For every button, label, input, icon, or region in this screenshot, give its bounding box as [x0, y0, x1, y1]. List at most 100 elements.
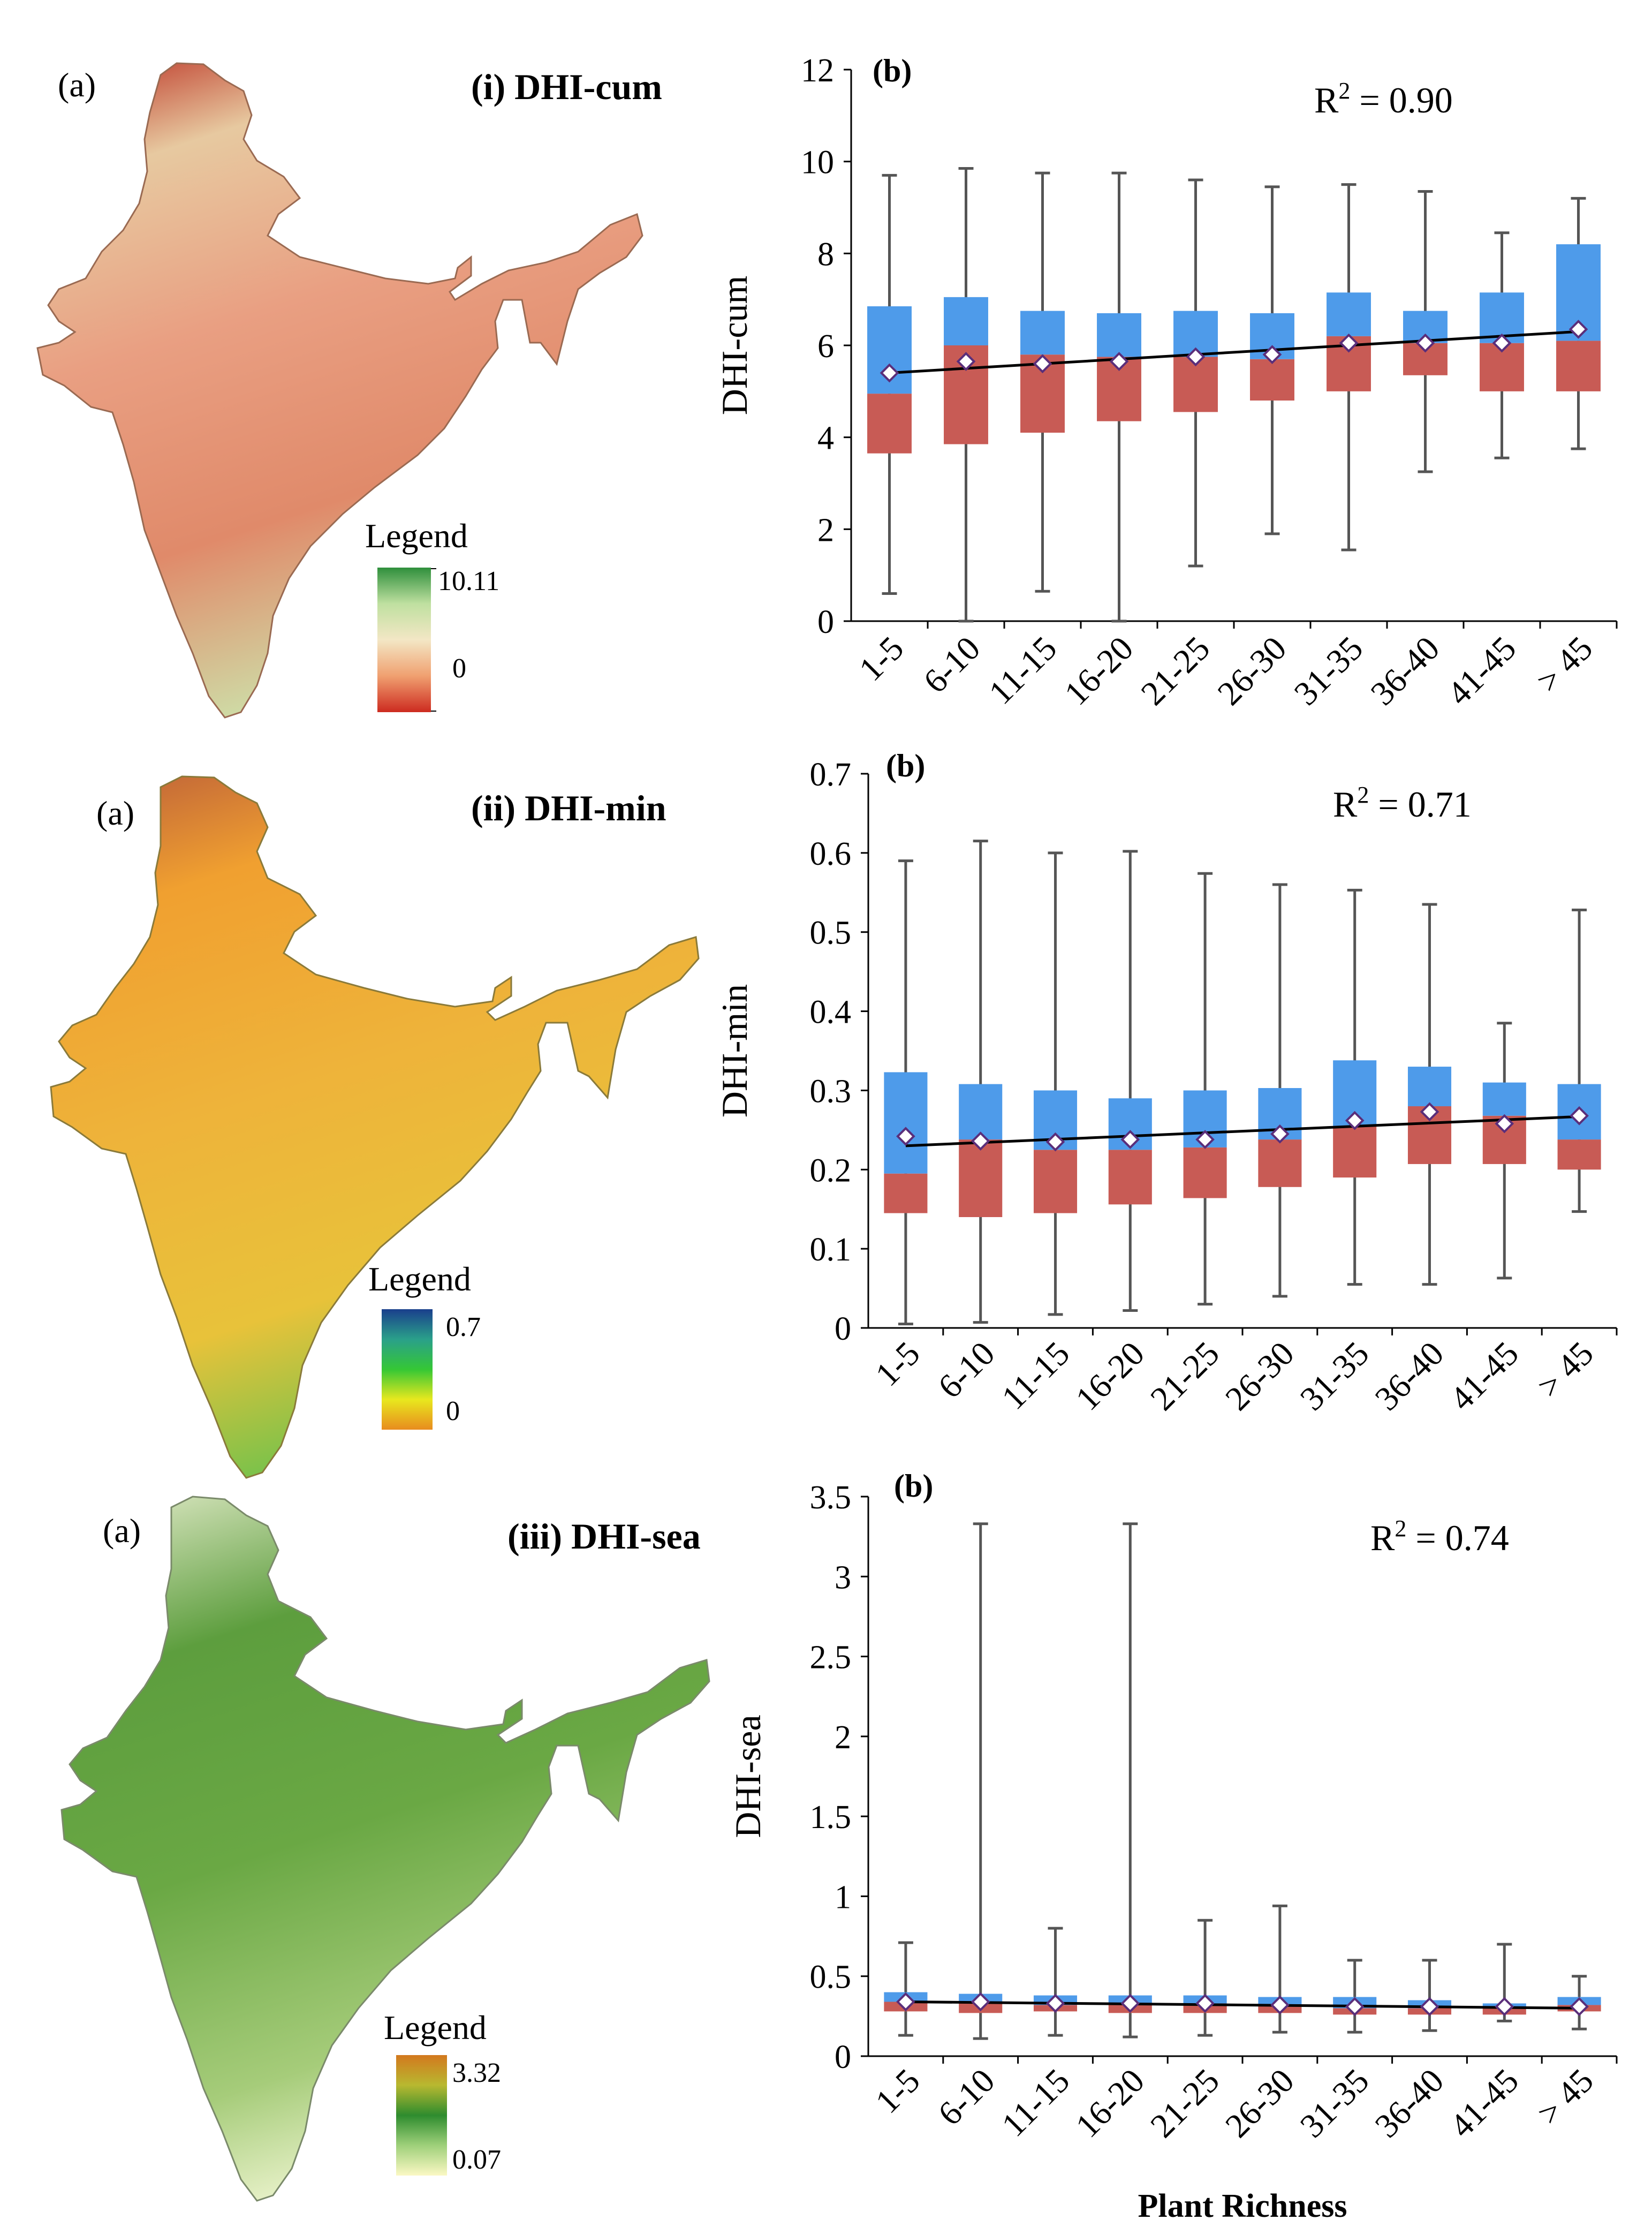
- y-axis-label: DHI-min: [714, 984, 755, 1118]
- x-tick-label: 11-15: [994, 2062, 1077, 2144]
- legend-min-label: 0: [446, 1396, 460, 1426]
- legend-title: Legend: [368, 1260, 471, 1298]
- box-upper: [959, 1084, 1003, 1140]
- mean-marker: [1570, 1106, 1589, 1126]
- map-title: (ii) DHI-min: [471, 788, 666, 828]
- map-panel-dhi-min: (a) (ii) DHI-min Legend 0.7 0: [50, 775, 700, 1479]
- box-upper: [944, 297, 988, 345]
- x-tick-label: > 45: [1530, 1334, 1601, 1405]
- panel-b-label: (b): [894, 1468, 933, 1504]
- box-upper: [1020, 311, 1065, 355]
- legend-colorbar: [382, 1309, 433, 1430]
- x-tick-label: 31-35: [1287, 629, 1370, 713]
- y-tick-label: 12: [801, 52, 834, 89]
- map-panel-dhi-cum: (a) (i) DHI-cum Legend 10.11 0: [36, 62, 662, 719]
- panel-a-label: (a): [58, 66, 96, 104]
- legend-title: Legend: [365, 517, 468, 555]
- panel-a-label: (a): [96, 794, 134, 832]
- trend-line: [905, 2000, 1580, 2010]
- legend-colorbar: [396, 2055, 447, 2176]
- mean-marker: [1195, 1130, 1215, 1149]
- mean-marker: [1495, 1997, 1514, 2017]
- box-lower: [1108, 1150, 1152, 1205]
- y-tick-label: 0.5: [810, 1959, 852, 1996]
- india-map-dhi-min: [50, 775, 700, 1479]
- r-squared-label: R2 = 0.71: [1333, 782, 1472, 825]
- mean-marker: [1345, 1997, 1365, 2017]
- y-tick-label: 0.2: [810, 1152, 852, 1189]
- x-tick-label: 21-25: [1143, 2062, 1226, 2145]
- mean-marker: [1195, 1994, 1215, 2013]
- legend-title: Legend: [384, 2009, 487, 2047]
- x-tick-label: 6-10: [930, 2062, 1002, 2133]
- x-axis-label: Plant Richness: [1138, 2188, 1347, 2224]
- x-tick-label: 41-45: [1440, 629, 1524, 713]
- x-tick-label: 31-35: [1293, 1334, 1376, 1418]
- y-tick-label: 0: [835, 2039, 851, 2075]
- y-tick-label: 2: [835, 1719, 851, 1756]
- legend-min-label: 0: [452, 653, 466, 684]
- box-lower: [1250, 359, 1294, 401]
- mean-marker: [1033, 354, 1052, 374]
- y-tick-label: 3: [835, 1559, 851, 1596]
- y-tick-label: 2.5: [810, 1640, 852, 1676]
- box-lower: [959, 1139, 1003, 1217]
- mean-marker: [1262, 345, 1282, 364]
- y-tick-label: 4: [817, 420, 834, 457]
- mean-marker: [1045, 1994, 1065, 2013]
- x-tick-label: 41-45: [1442, 2062, 1526, 2145]
- mean-marker: [1339, 333, 1359, 353]
- r-squared-symbol: R: [1314, 80, 1339, 120]
- mean-marker: [956, 352, 976, 371]
- y-tick-label: 6: [817, 328, 834, 365]
- mean-marker: [896, 1127, 915, 1146]
- box-upper: [884, 1072, 928, 1174]
- map-title: (iii) DHI-sea: [507, 1516, 701, 1557]
- box-upper: [1097, 313, 1141, 357]
- y-tick-label: 0.3: [810, 1073, 852, 1109]
- map-panel-dhi-sea: (a) (iii) DHI-sea Legend 3.32 0.07: [60, 1496, 710, 2202]
- r-squared-symbol: R: [1333, 784, 1358, 825]
- mean-marker: [1270, 1995, 1290, 2015]
- x-tick-label: 36-40: [1368, 2062, 1451, 2145]
- y-tick-label: 0.5: [810, 915, 852, 952]
- india-map-dhi-sea: [60, 1496, 710, 2202]
- box-lower: [1556, 341, 1601, 391]
- mean-marker: [1420, 1997, 1439, 2017]
- x-tick-label: 1-5: [868, 2062, 927, 2121]
- r-squared-label: R2 = 0.90: [1314, 78, 1453, 120]
- legend-min-label: 0.07: [452, 2145, 501, 2175]
- x-tick-label: 21-25: [1134, 629, 1217, 713]
- r-squared-superscript: 2: [1395, 1515, 1406, 1542]
- mean-marker: [1568, 320, 1588, 339]
- mean-marker: [1270, 1124, 1290, 1144]
- legend-max-label: 3.32: [452, 2058, 501, 2088]
- x-tick-label: 26-30: [1218, 2062, 1301, 2145]
- mean-marker: [1045, 1132, 1065, 1152]
- legend-max-label: 0.7: [446, 1312, 481, 1342]
- y-tick-label: 3.5: [810, 1479, 852, 1516]
- box-lower: [1033, 1150, 1078, 1213]
- y-axis-label: DHI-cum: [714, 276, 755, 416]
- mean-marker: [896, 1992, 915, 2012]
- x-tick-label: 21-25: [1143, 1334, 1226, 1418]
- x-tick-label: 1-5: [868, 1334, 927, 1394]
- r-squared-value: = 0.71: [1369, 784, 1471, 825]
- legend-max-label: 10.11: [438, 566, 499, 596]
- panel-b-label: (b): [873, 53, 912, 88]
- y-tick-label: 1.5: [810, 1799, 852, 1836]
- x-tick-label: 11-15: [981, 629, 1064, 712]
- r-squared-value: = 0.74: [1406, 1517, 1509, 1558]
- box-lower: [1183, 1147, 1227, 1198]
- mean-marker: [1492, 333, 1512, 353]
- x-tick-label: 1-5: [852, 629, 911, 689]
- mean-marker: [1109, 352, 1129, 371]
- x-tick-label: 31-35: [1293, 2062, 1376, 2145]
- mean-marker: [1120, 1130, 1140, 1149]
- mean-marker: [971, 1992, 990, 2012]
- mean-marker: [1345, 1111, 1365, 1130]
- boxplot-panel-dhi-min: 0 0.1 0.2 0.3 0.4 0.5 0.6 0.7 DHI-min (b) R2 = 0.7…: [714, 748, 1618, 1418]
- box-lower: [1333, 1126, 1377, 1178]
